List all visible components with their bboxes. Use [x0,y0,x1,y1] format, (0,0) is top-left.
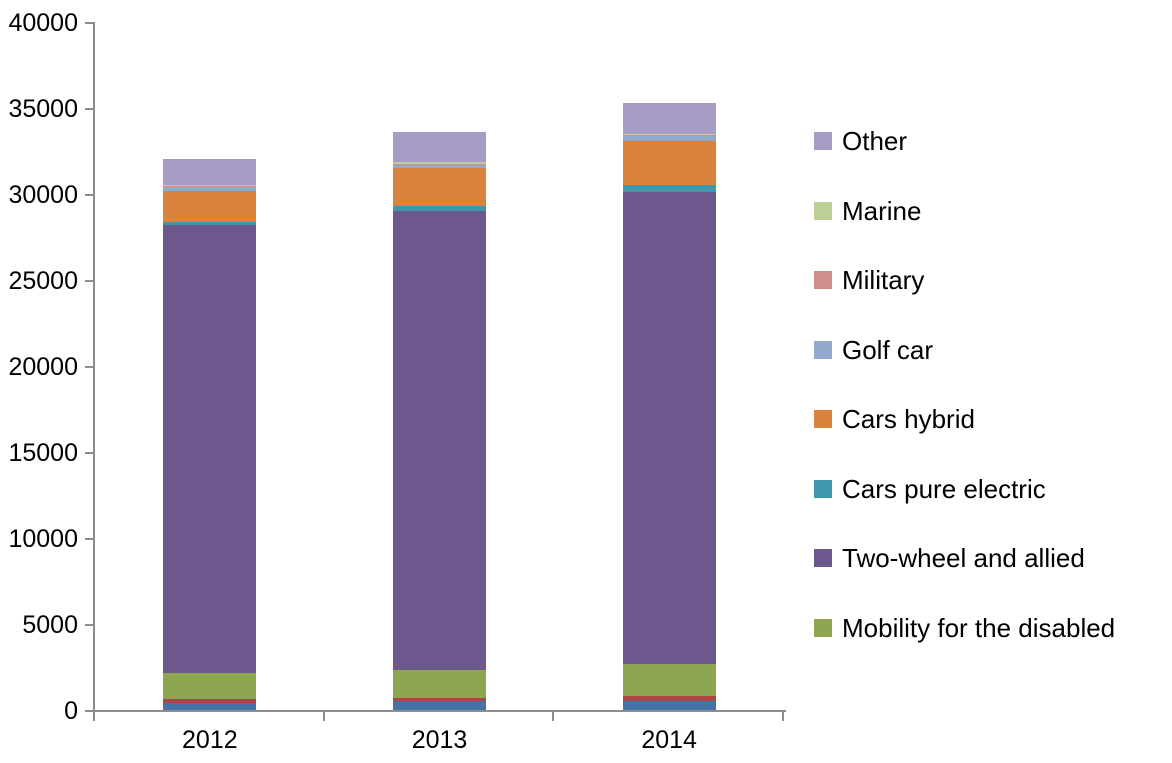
x-axis-tick [782,710,784,721]
y-axis-tick-label: 30000 [8,181,78,209]
bar-segment [163,224,257,674]
bar-segment [622,191,716,665]
legend-swatch [814,201,832,220]
y-axis-tick-label: 20000 [8,353,78,381]
x-axis-label: 2013 [411,726,468,754]
legend-swatch [814,479,832,498]
bar-segment [393,163,486,165]
legend-label: Two-wheel and allied [842,543,1085,573]
legend-swatch [814,549,832,567]
legend-item: Other [814,125,1172,157]
bar-segment [622,136,716,141]
bar-segment [622,664,716,697]
x-axis-tick [552,710,555,721]
legend-label: Marine [842,195,922,226]
bar-segment [163,184,257,187]
legend-item: Two-wheel and allied [814,542,1172,574]
x-axis-line [93,710,786,712]
bar-segment [393,168,486,206]
y-axis-tick [85,452,93,454]
y-axis-tick-label: 40000 [8,9,78,37]
x-axis-tick [322,710,325,721]
legend-swatch [814,618,832,637]
bar-segment [622,140,716,185]
bar-segment [622,696,716,702]
x-axis-label: 2012 [182,726,238,754]
bar-segment [163,186,257,188]
legend-label: Other [842,126,908,156]
bar-segment [163,221,257,225]
bar-segment [393,701,486,710]
legend-item: Cars pure electric [814,473,1172,505]
bar-segment [163,191,257,222]
legend-label: Cars pure electric [842,473,1046,504]
legend-label: Mobility for the disabled [842,612,1116,643]
bar-segment [622,102,716,134]
bar-2014 [622,22,716,710]
bar-segment [163,158,257,185]
bar-segment [393,205,486,212]
legend-item: Military [814,264,1172,296]
bar-segment [163,673,257,699]
bar-segment [622,135,716,137]
bar-segment [622,184,716,192]
y-axis-tick [85,624,93,626]
y-axis-tick-label: 35000 [8,95,78,123]
legend-swatch [814,271,832,289]
bar-segment [393,132,486,163]
y-axis-tick [85,194,93,196]
legend-label: Golf car [842,334,934,365]
legend-label: Cars hybrid [842,404,975,434]
bar-segment [393,670,486,698]
bar-segment [163,698,257,704]
bar-segment [393,697,486,702]
legend-item: Mobility for the disabled [814,612,1172,644]
legend-item: Cars hybrid [814,403,1172,435]
y-axis-tick-label: 10000 [8,525,78,553]
y-axis-tick [85,366,93,368]
legend-item: Golf car [814,334,1172,366]
y-axis-tick [85,538,93,540]
y-axis-tick [85,280,93,282]
y-axis-tick-label: 15000 [8,439,78,467]
bar-segment [163,703,257,710]
legend-swatch [814,340,832,359]
legend-swatch [814,410,832,428]
y-axis-tick [85,108,93,110]
legend-label: Military [842,265,925,295]
bar-2012 [163,22,257,710]
bar-segment [393,211,486,671]
bar-segment [393,162,486,164]
y-axis-tick [85,710,93,712]
bar-2013 [393,22,486,710]
y-axis-line [93,22,95,712]
legend-swatch [814,132,832,150]
x-axis-label: 2014 [641,726,697,754]
bar-segment [622,701,716,710]
y-axis-tick-label: 0 [64,697,78,725]
y-axis-tick [85,22,93,24]
y-axis-tick-label: 25000 [8,267,78,295]
legend-item: Marine [814,195,1172,227]
bar-segment [622,133,716,136]
bar-segment [163,187,257,192]
x-axis-tick [93,710,95,721]
y-axis-tick-label: 5000 [22,611,78,639]
bar-segment [393,164,486,169]
